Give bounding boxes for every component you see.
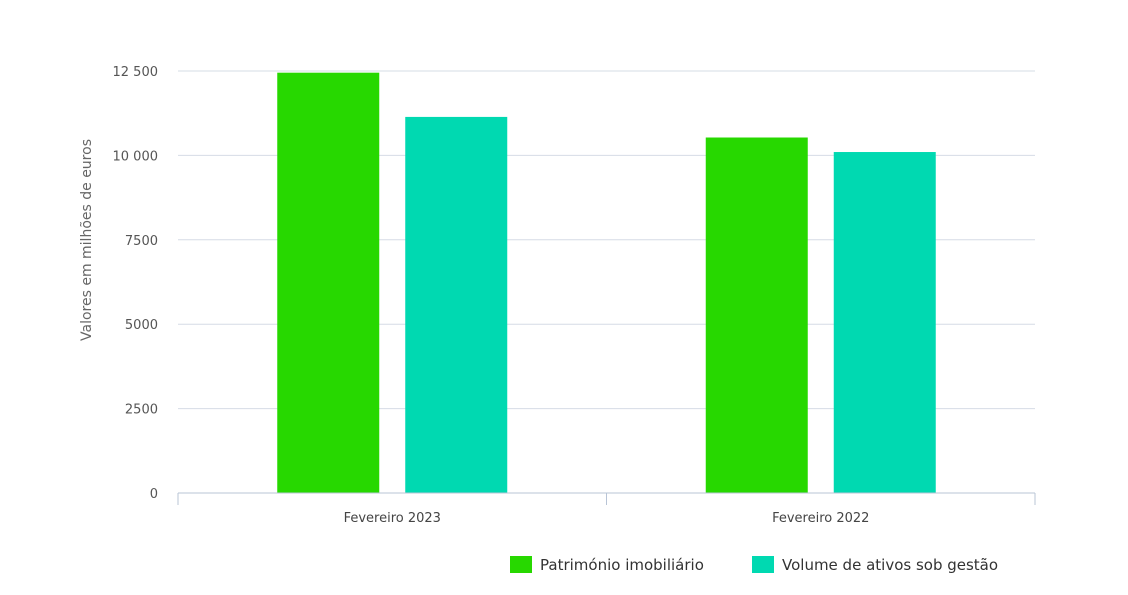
y-tick-label: 5000: [125, 318, 158, 333]
legend-label: Volume de ativos sob gestão: [782, 556, 998, 574]
bars: [277, 72, 936, 494]
legend-label: Património imobiliário: [540, 556, 704, 574]
x-category-label: Fevereiro 2023: [344, 511, 441, 526]
axes: 0 2500 5000 7500 10 000 12 500 Fevereiro 2023 F…: [113, 65, 1036, 526]
legend-swatch: [510, 556, 532, 573]
bar-volume-2[interactable]: [833, 152, 936, 494]
x-category-label: Fevereiro 2022: [772, 511, 869, 526]
bar-volume-1[interactable]: [405, 116, 508, 493]
legend-swatch: [752, 556, 774, 573]
y-axis-title: Valores em milhões de euros: [79, 139, 95, 341]
legend-item-volume[interactable]: Volume de ativos sob gestão: [752, 556, 998, 574]
legend[interactable]: Património imobiliário Volume de ativos s…: [510, 556, 998, 574]
legend-item-patrimonio[interactable]: Património imobiliário: [510, 556, 704, 574]
y-tick-label: 10 000: [113, 149, 159, 164]
y-tick-label: 12 500: [113, 65, 159, 80]
bar-patrimonio-1[interactable]: [277, 72, 380, 494]
y-tick-label: 0: [150, 487, 158, 502]
y-tick-label: 7500: [125, 234, 158, 249]
bar-patrimonio-2[interactable]: [705, 137, 808, 493]
y-tick-label: 2500: [125, 403, 158, 418]
